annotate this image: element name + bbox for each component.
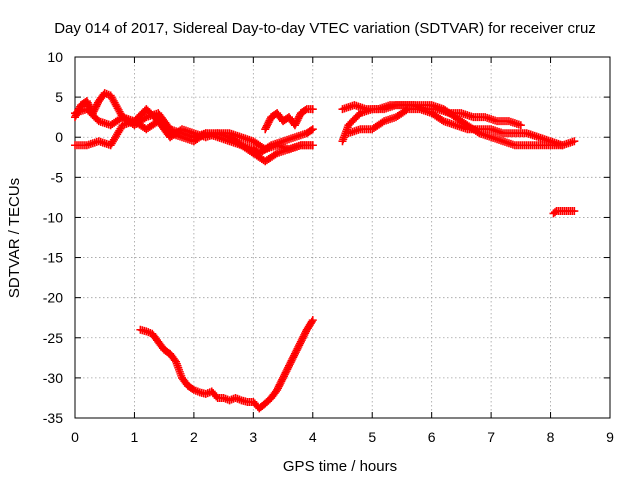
x-tick-label: 1 [131, 429, 139, 445]
data-point [551, 208, 560, 217]
data-point [402, 106, 411, 115]
data-point [378, 118, 387, 127]
grid-lines [75, 57, 610, 418]
y-tick-label: -25 [43, 330, 63, 346]
series-track-4 [261, 105, 317, 134]
y-tick-label: -35 [43, 410, 63, 426]
series-track-9 [136, 316, 317, 413]
data-point [235, 395, 244, 404]
data-point [570, 207, 579, 216]
data-point [188, 384, 197, 393]
data-point [301, 106, 310, 115]
data-point [516, 121, 525, 130]
x-tick-label: 2 [190, 429, 198, 445]
x-tick-label: 8 [547, 429, 555, 445]
x-tick-label: 4 [309, 429, 317, 445]
series-track-8 [549, 207, 579, 218]
y-tick-label: -10 [43, 209, 63, 225]
plot-frame [74, 56, 611, 419]
y-axis-label: SDTVAR / TECUs [6, 178, 23, 298]
data-points [71, 89, 579, 413]
data-point [140, 114, 149, 123]
x-tick-label: 0 [71, 429, 79, 445]
x-tick-label: 6 [428, 429, 436, 445]
data-point [271, 150, 280, 159]
series-track-3 [71, 105, 317, 154]
y-tick-label: -20 [43, 290, 63, 306]
x-tick-label: 7 [487, 429, 495, 445]
data-point [308, 141, 317, 150]
x-axis-label: GPS time / hours [283, 458, 397, 475]
data-point [308, 125, 317, 134]
chart-title: Day 014 of 2017, Sidereal Day-to-day VTE… [54, 20, 596, 37]
data-point [437, 116, 446, 125]
x-tick-label: 3 [249, 429, 257, 445]
x-tick-label: 9 [606, 429, 614, 445]
axis-ticks: 0 1 2 3 4 5 6 7 8 9 10 5 0 -5 -10 -15 -20 -25 -30 -35 [43, 49, 614, 445]
y-tick-label: 10 [47, 49, 63, 65]
y-tick-label: -15 [43, 250, 63, 266]
data-point [227, 395, 236, 404]
data-point [558, 141, 567, 150]
data-point [307, 317, 316, 326]
data-point [308, 316, 317, 325]
data-point [570, 137, 579, 146]
data-point [307, 126, 316, 135]
y-tick-label: -30 [43, 370, 63, 386]
data-point [308, 105, 317, 114]
y-tick-label: 5 [55, 89, 63, 105]
x-tick-label: 5 [368, 429, 376, 445]
y-tick-label: -5 [51, 169, 64, 185]
data-point [221, 394, 230, 403]
y-tick-label: 0 [55, 129, 63, 145]
data-point [212, 392, 221, 401]
series-track-7 [344, 105, 567, 150]
